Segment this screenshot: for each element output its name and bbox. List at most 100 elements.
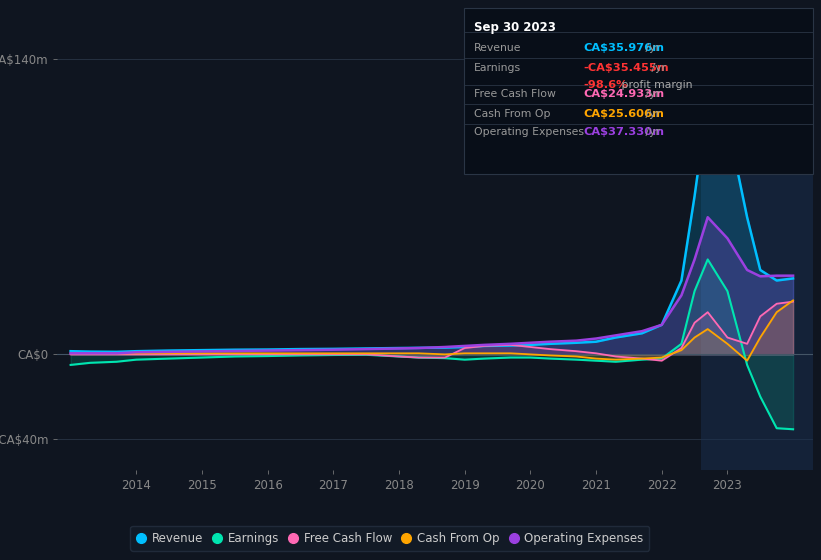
Free Cash Flow (677, 344, 686, 351)
Revenue (506, 342, 516, 349)
Free Cash Flow (197, 351, 207, 358)
Revenue (525, 342, 535, 348)
Earnings (545, 355, 555, 362)
Free Cash Flow (414, 354, 424, 361)
Operating Expenses (296, 347, 305, 353)
Free Cash Flow (328, 351, 338, 358)
Earnings (263, 353, 273, 360)
Revenue (677, 277, 686, 284)
Text: /yr: /yr (642, 89, 660, 99)
Earnings (703, 256, 713, 263)
Operating Expenses (788, 272, 798, 279)
Earnings (591, 357, 601, 364)
Text: Free Cash Flow: Free Cash Flow (474, 89, 556, 99)
Cash From Op (414, 350, 424, 357)
Cash From Op (112, 350, 122, 357)
Text: Earnings: Earnings (474, 63, 521, 73)
Free Cash Flow (230, 351, 240, 358)
Operating Expenses (66, 350, 76, 357)
Earnings (525, 354, 535, 361)
Cash From Op (788, 297, 798, 304)
Earnings (131, 356, 141, 363)
Earnings (571, 356, 581, 363)
Operating Expenses (690, 256, 699, 263)
Operating Expenses (545, 338, 555, 345)
Earnings (690, 288, 699, 295)
Revenue (394, 344, 404, 351)
Free Cash Flow (164, 351, 174, 358)
Revenue (66, 348, 76, 354)
Cash From Op (690, 334, 699, 341)
Revenue (296, 346, 305, 352)
Cash From Op (545, 352, 555, 359)
Free Cash Flow (85, 351, 95, 358)
Cash From Op (772, 309, 782, 315)
Line: Operating Expenses: Operating Expenses (71, 217, 793, 353)
Cash From Op (263, 350, 273, 357)
Operating Expenses (414, 344, 424, 351)
Operating Expenses (657, 321, 667, 328)
Free Cash Flow (657, 357, 667, 364)
Cash From Op (525, 351, 535, 358)
Revenue (197, 347, 207, 353)
Free Cash Flow (440, 354, 450, 361)
Free Cash Flow (571, 348, 581, 354)
Earnings (230, 353, 240, 360)
Free Cash Flow (742, 340, 752, 347)
Operating Expenses (85, 350, 95, 357)
Earnings (772, 425, 782, 432)
Cash From Op (85, 350, 95, 357)
Text: Revenue: Revenue (474, 43, 521, 53)
Cash From Op (131, 350, 141, 357)
Free Cash Flow (361, 351, 371, 358)
Text: /yr: /yr (642, 43, 660, 53)
Revenue (164, 347, 174, 354)
Line: Earnings: Earnings (71, 259, 793, 430)
Revenue (460, 344, 470, 351)
Operating Expenses (677, 292, 686, 298)
Free Cash Flow (637, 355, 647, 362)
Revenue (230, 347, 240, 353)
Revenue (361, 345, 371, 352)
Operating Expenses (506, 340, 516, 347)
Cash From Op (479, 350, 489, 357)
Cash From Op (328, 350, 338, 357)
Operating Expenses (703, 214, 713, 221)
Free Cash Flow (394, 353, 404, 360)
Cash From Op (677, 347, 686, 353)
Operating Expenses (112, 350, 122, 357)
Line: Free Cash Flow: Free Cash Flow (71, 302, 793, 361)
Revenue (703, 98, 713, 105)
Revenue (637, 330, 647, 337)
Free Cash Flow (525, 344, 535, 351)
Revenue (479, 343, 489, 349)
Earnings (657, 355, 667, 362)
Earnings (722, 288, 732, 295)
Cash From Op (742, 357, 752, 364)
Text: CA$25.606m: CA$25.606m (583, 109, 664, 119)
Free Cash Flow (66, 351, 76, 358)
Revenue (755, 267, 765, 273)
Revenue (414, 344, 424, 351)
Earnings (164, 355, 174, 362)
Operating Expenses (611, 332, 621, 339)
Operating Expenses (394, 345, 404, 352)
Free Cash Flow (755, 313, 765, 320)
Operating Expenses (591, 335, 601, 342)
Cash From Op (571, 353, 581, 360)
Cash From Op (66, 350, 76, 357)
Operating Expenses (197, 348, 207, 355)
Revenue (611, 334, 621, 341)
Operating Expenses (571, 337, 581, 344)
Text: CA$37.330m: CA$37.330m (583, 127, 664, 137)
Free Cash Flow (131, 351, 141, 358)
Free Cash Flow (722, 334, 732, 341)
Operating Expenses (525, 339, 535, 346)
Cash From Op (591, 355, 601, 362)
Free Cash Flow (296, 351, 305, 358)
Operating Expenses (263, 347, 273, 354)
Earnings (328, 352, 338, 358)
Revenue (263, 346, 273, 353)
Text: Sep 30 2023: Sep 30 2023 (474, 21, 556, 34)
Revenue (440, 344, 450, 351)
